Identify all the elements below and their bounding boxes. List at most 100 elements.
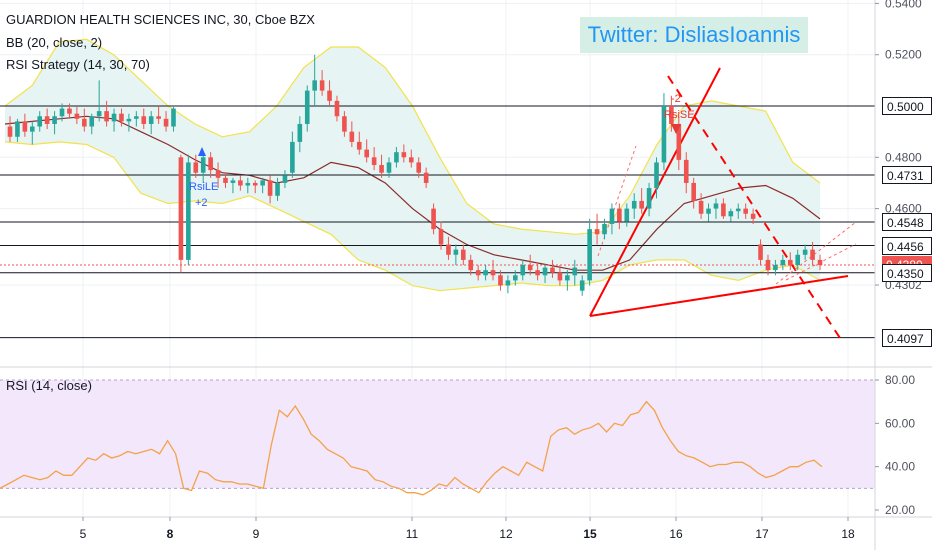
- candle: [557, 265, 563, 286]
- trend-line-upper[interactable]: [589, 67, 721, 317]
- time-tick-label: 15: [583, 527, 597, 541]
- bb-basis-line: [4, 115, 821, 271]
- candle: [7, 116, 13, 142]
- rsi-legend[interactable]: RSI (14, close): [6, 378, 92, 393]
- candle: [141, 108, 147, 130]
- price-levels: [0, 105, 875, 339]
- candle: [735, 203, 741, 219]
- candle: [594, 213, 600, 245]
- strategy-legend[interactable]: RSI Strategy (14, 30, 70): [6, 57, 150, 72]
- candle: [267, 175, 273, 204]
- candle: [661, 93, 667, 171]
- candle: [193, 154, 199, 178]
- price-level-label: 0.4097: [882, 328, 932, 347]
- rsi-tick-label: 60.00: [885, 416, 915, 430]
- short-entry-arrow-icon: [671, 124, 681, 134]
- time-tick-label: 11: [406, 527, 419, 541]
- time-tick-label: 18: [841, 527, 855, 541]
- candle: [67, 103, 72, 119]
- candle: [245, 177, 251, 194]
- candle: [134, 111, 139, 127]
- candle: [379, 154, 384, 178]
- candle: [252, 180, 258, 194]
- candle: [505, 275, 511, 294]
- bb-lower-line: [4, 141, 821, 292]
- bb-legend[interactable]: BB (20, close, 2): [6, 35, 103, 50]
- long-entry-arrow-icon: [198, 147, 206, 156]
- candle: [795, 249, 801, 271]
- candle: [691, 177, 696, 209]
- candle: [617, 203, 622, 230]
- short-entry-label: RsiSE: [664, 109, 695, 121]
- candle: [215, 162, 221, 189]
- candle: [275, 177, 280, 201]
- candle: [327, 80, 332, 106]
- candle: [743, 203, 748, 219]
- candle: [646, 182, 652, 217]
- price-tick-label: 0.5200: [885, 48, 922, 62]
- signal-long-entry: RsiLE +2: [189, 147, 218, 209]
- symbol-title[interactable]: GUARDION HEALTH SCIENCES INC, 30, Cboe B…: [6, 12, 315, 27]
- candle: [624, 203, 630, 227]
- long-entry-label: RsiLE: [189, 181, 218, 193]
- candle: [654, 157, 659, 199]
- candle: [260, 177, 265, 194]
- candle: [513, 270, 518, 286]
- candle: [349, 121, 355, 148]
- candle: [527, 254, 533, 276]
- candle: [394, 147, 399, 168]
- trend-line-dashed[interactable]: [667, 75, 841, 339]
- candle: [468, 254, 474, 276]
- candle: [446, 236, 451, 260]
- candle: [312, 54, 317, 106]
- candle: [401, 144, 407, 163]
- candle: [520, 259, 526, 281]
- trend-line-lower[interactable]: [589, 275, 849, 317]
- candle: [669, 95, 674, 132]
- time-tick-label: 8: [167, 527, 174, 541]
- signal-short-entry: -2 RsiSE: [664, 93, 695, 134]
- time-tick-label: 9: [253, 527, 260, 541]
- trend-line-dotted-2: [775, 221, 857, 285]
- strategy-signals: RsiLE +2 -2 RsiSE: [189, 93, 695, 209]
- candle: [460, 244, 466, 266]
- candle: [631, 193, 637, 219]
- candle: [542, 265, 548, 283]
- candle: [74, 106, 80, 124]
- rsi-tick-label: 80.00: [885, 373, 915, 387]
- candle: [156, 106, 161, 124]
- candle: [96, 80, 102, 122]
- candle: [186, 154, 191, 266]
- candle: [22, 113, 28, 137]
- candle: [290, 131, 295, 178]
- candle: [750, 208, 756, 224]
- candle: [579, 275, 585, 296]
- candle: [304, 85, 310, 132]
- candle: [572, 259, 578, 286]
- candle: [371, 147, 377, 171]
- price-level-label: 0.5000: [882, 97, 932, 115]
- rsi-panel: [0, 379, 875, 496]
- candle: [765, 254, 771, 276]
- candle: [334, 95, 340, 122]
- candle: [639, 188, 644, 214]
- candle: [223, 172, 228, 189]
- candle: [59, 103, 65, 122]
- candle: [602, 218, 607, 240]
- candle: [535, 262, 540, 281]
- price-level-label: 0.4456: [882, 236, 932, 255]
- candle: [490, 259, 496, 281]
- candle: [721, 198, 726, 219]
- candle: [438, 221, 444, 250]
- candle: [780, 254, 786, 271]
- candle: [44, 108, 50, 130]
- candle: [565, 270, 570, 291]
- candle: [126, 113, 132, 132]
- candle: [37, 111, 43, 132]
- candle: [810, 241, 815, 266]
- candle: [475, 265, 481, 281]
- candle: [423, 167, 429, 189]
- price-tick-label: 0.4600: [885, 202, 922, 216]
